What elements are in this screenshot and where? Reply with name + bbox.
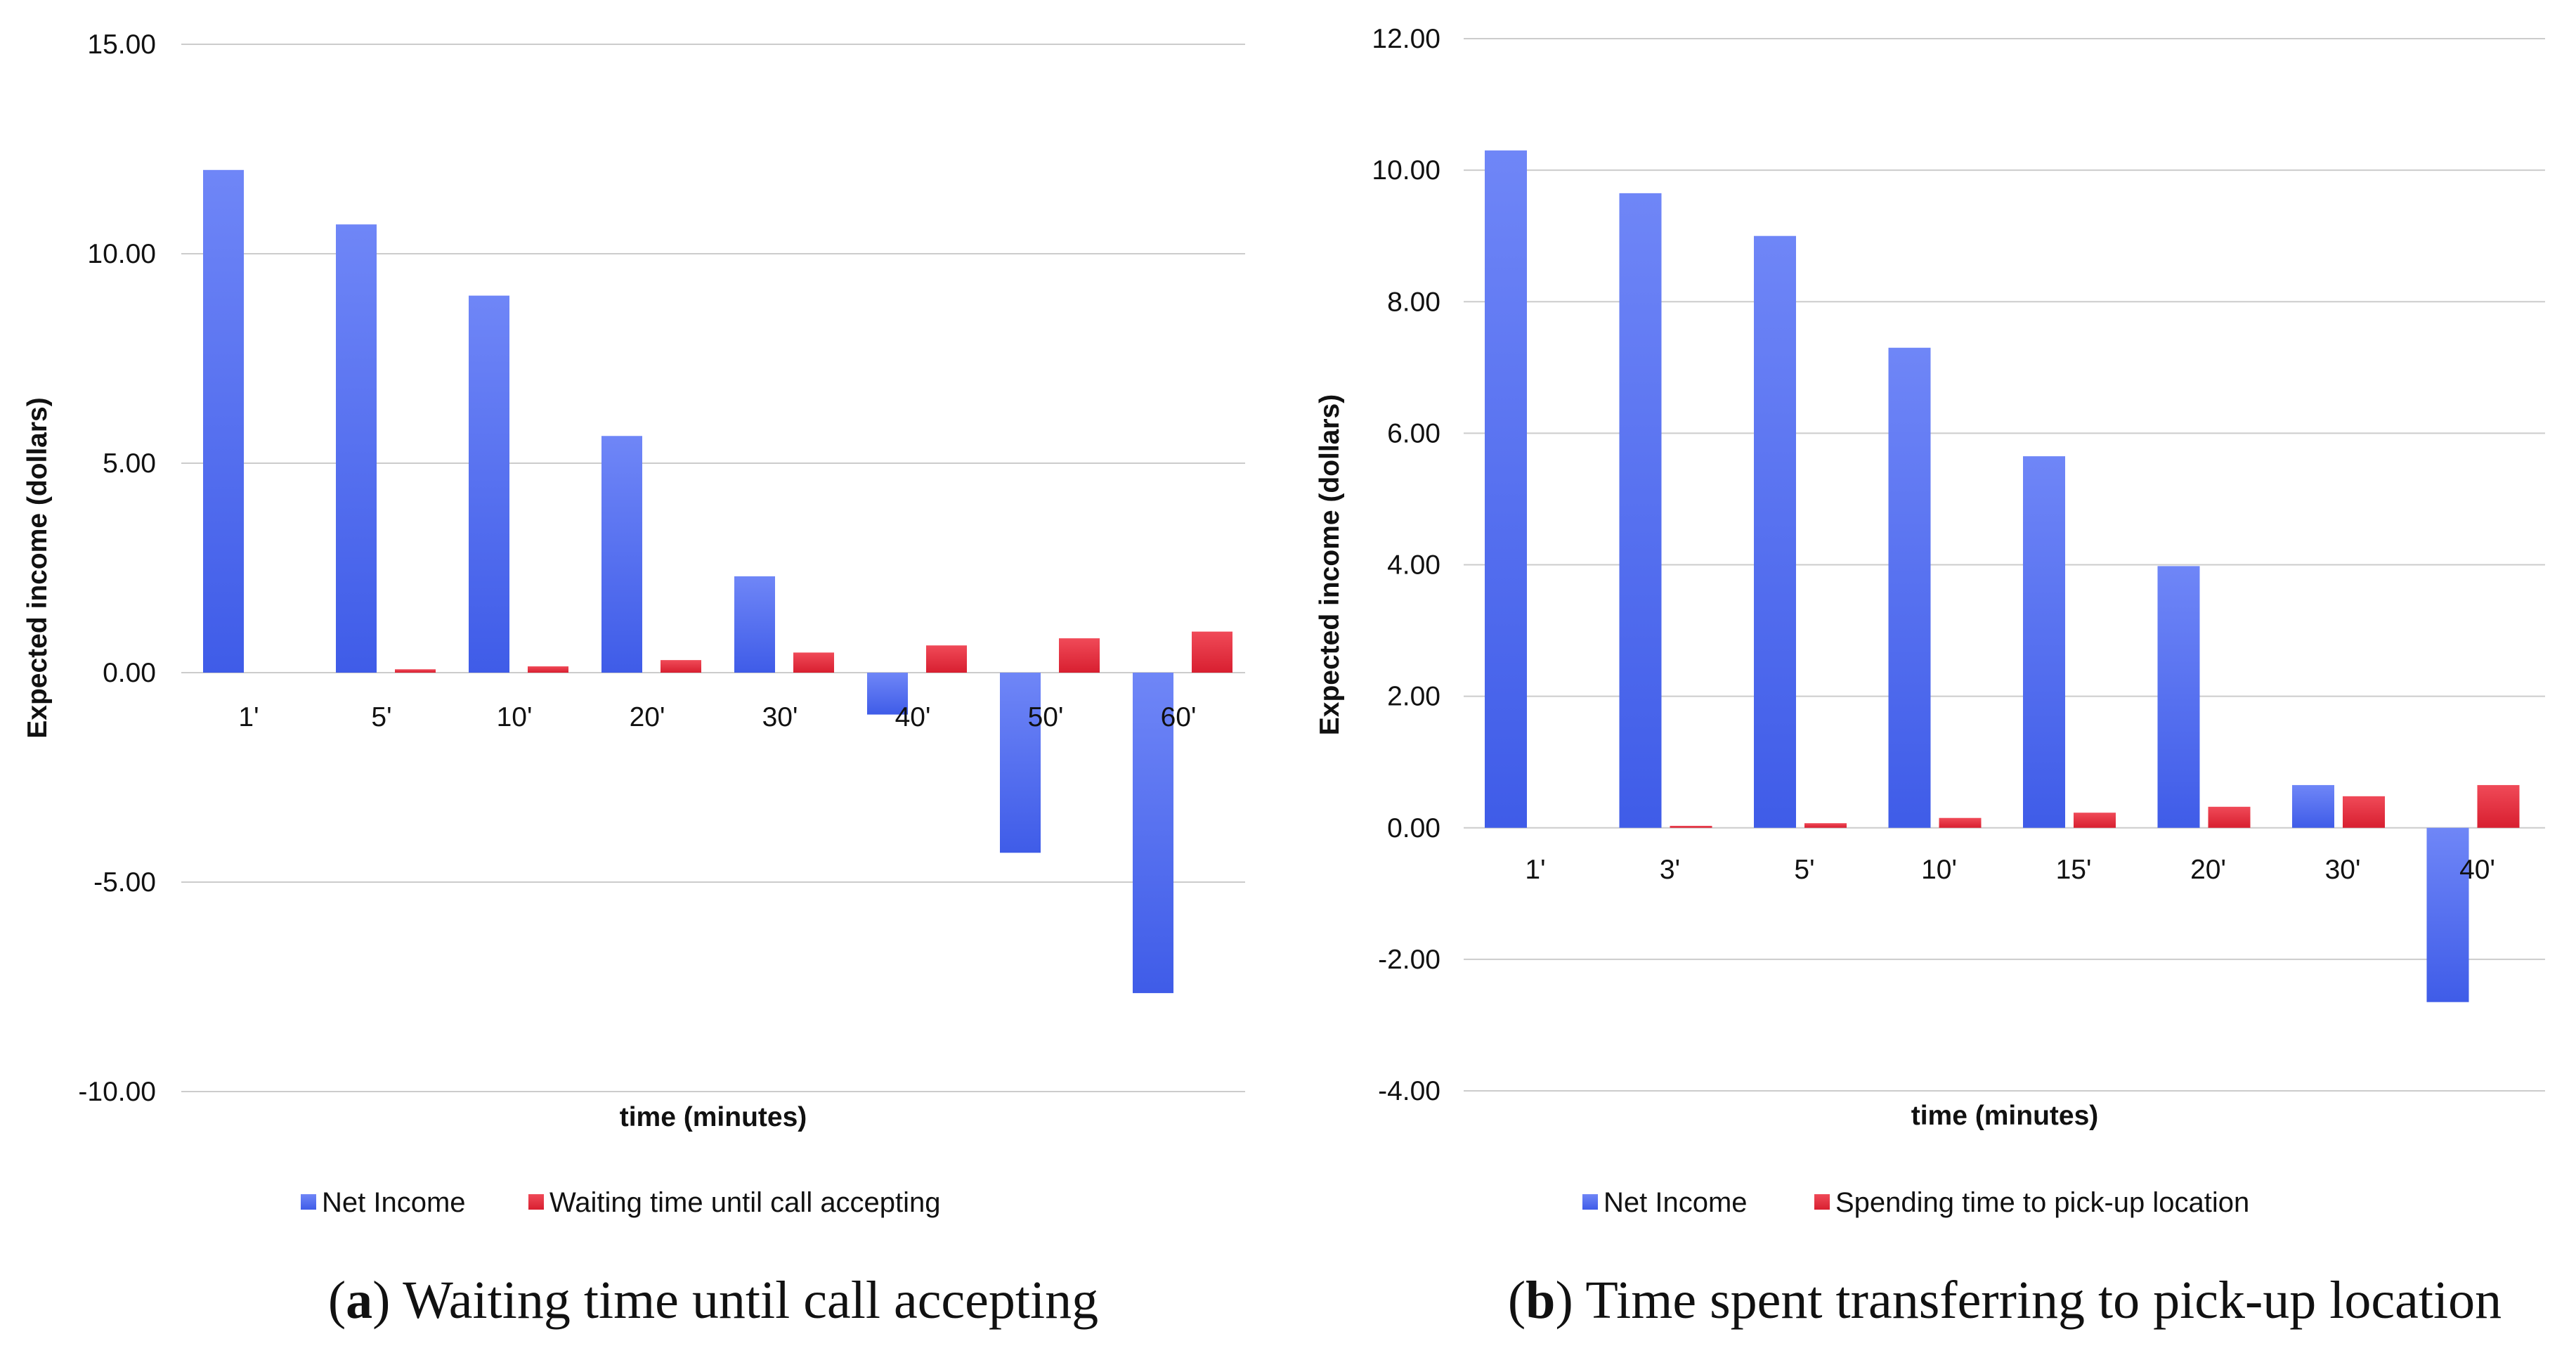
- caption-paren-close: ): [372, 1271, 390, 1330]
- bar-time-cost-7: [2477, 784, 2520, 828]
- x-category-label: 3': [1660, 855, 1680, 885]
- legend-swatch-time-cost: [1814, 1194, 1830, 1210]
- x-category-label: 30': [2325, 855, 2361, 885]
- legend-label: Net Income: [1604, 1187, 1748, 1218]
- bar-time-cost-5: [926, 645, 967, 673]
- legend-swatch-net-income: [301, 1194, 316, 1210]
- legend-swatch-net-income: [1582, 1194, 1598, 1210]
- y-tick-label: 15.00: [87, 30, 156, 60]
- bar-net-income-5: [2157, 566, 2200, 828]
- y-tick-label: 2.00: [1387, 682, 1440, 712]
- caption-letter: b: [1526, 1271, 1555, 1330]
- x-category-label: 60': [1161, 702, 1197, 732]
- bar-time-cost-1: [395, 669, 436, 673]
- chart-b: 12.00 10.00 8.00 6.00 4.00 2.00 0.00 -2.00 -4.00…: [1315, 24, 2545, 1330]
- y-tick-label: -10.00: [78, 1077, 156, 1107]
- bar-time-cost-2: [1804, 823, 1847, 828]
- bar-time-cost-4: [2074, 813, 2116, 828]
- bar-time-cost-4: [793, 652, 834, 673]
- x-category-label: 10': [1921, 855, 1957, 885]
- bar-net-income-0: [203, 169, 244, 673]
- bar-net-income-6: [1000, 673, 1041, 853]
- y-tick-label: 10.00: [1372, 155, 1440, 186]
- x-category-label: 10': [497, 702, 533, 732]
- x-category-label: 1': [1525, 855, 1545, 885]
- caption-paren-open: (: [1508, 1271, 1526, 1330]
- caption-letter: a: [346, 1271, 372, 1330]
- chart-a: 15.00 10.00 5.00 0.00 -5.00 -10.00 1' 5' 10' 20' 3…: [22, 30, 1245, 1330]
- caption-paren-close: ): [1555, 1271, 1573, 1330]
- bar-net-income-4: [2023, 456, 2065, 828]
- y-tick-label: -2.00: [1378, 945, 1440, 975]
- x-category-label: 20': [630, 702, 665, 732]
- legend: Net Income Spending time to pick-up locat…: [1582, 1187, 2249, 1218]
- bar-time-cost-6: [1059, 638, 1100, 673]
- caption-paren-open: (: [328, 1271, 346, 1330]
- bar-net-income-2: [469, 295, 509, 673]
- y-tick-label: 0.00: [1387, 813, 1440, 843]
- bar-net-income-1: [336, 224, 377, 673]
- y-tick-label: -4.00: [1378, 1076, 1440, 1106]
- bar-time-cost-6: [2343, 796, 2385, 828]
- bar-net-income-7: [2426, 827, 2469, 1002]
- x-category-label: 30': [762, 702, 798, 732]
- legend-swatch-time-cost: [528, 1194, 544, 1210]
- bar-net-income-5: [867, 673, 908, 715]
- y-tick-label: -5.00: [93, 867, 156, 898]
- legend: Net Income Waiting time until call accept…: [301, 1187, 941, 1218]
- x-category-label: 1': [238, 702, 259, 732]
- bar-time-cost-5: [2208, 806, 2251, 828]
- bar-net-income-3: [1888, 347, 1931, 828]
- y-tick-label: 6.00: [1387, 418, 1440, 448]
- bar-net-income-1: [1619, 193, 1662, 828]
- caption: (b) Time spent transferring to pick-up l…: [1508, 1271, 2502, 1330]
- legend-label: Waiting time until call accepting: [549, 1187, 941, 1218]
- y-tick-label: 12.00: [1372, 24, 1440, 54]
- y-axis-title: Expected income (dollars): [22, 397, 53, 738]
- x-category-label: 20': [2190, 855, 2226, 885]
- y-tick-label: 10.00: [87, 239, 156, 269]
- legend-label: Spending time to pick-up location: [1835, 1187, 2249, 1218]
- x-category-label: 5': [371, 702, 391, 732]
- x-axis-title: time (minutes): [620, 1102, 807, 1132]
- x-category-label: 15': [2056, 855, 2092, 885]
- bar-time-cost-7: [1192, 631, 1232, 673]
- bar-net-income-7: [1133, 673, 1173, 993]
- y-tick-label: 8.00: [1387, 287, 1440, 317]
- bar-time-cost-2: [528, 666, 568, 673]
- y-tick-label: 4.00: [1387, 550, 1440, 581]
- x-category-label: 40': [2459, 855, 2495, 885]
- x-axis-title: time (minutes): [1911, 1101, 2099, 1131]
- caption-body: Waiting time until call accepting: [390, 1271, 1098, 1330]
- y-axis-title: Expected income (dollars): [1315, 394, 1345, 735]
- bar-net-income-3: [601, 436, 642, 673]
- caption: (a) Waiting time until call accepting: [328, 1271, 1098, 1330]
- bar-time-cost-1: [1670, 825, 1712, 828]
- x-category-label: 5': [1794, 855, 1814, 885]
- x-category-label: 40': [895, 702, 931, 732]
- y-tick-label: 5.00: [103, 448, 156, 479]
- bar-net-income-4: [734, 576, 775, 673]
- bar-time-cost-3: [1939, 817, 1982, 828]
- x-category-label: 50': [1028, 702, 1064, 732]
- legend-label: Net Income: [322, 1187, 466, 1218]
- caption-body: Time spent transferring to pick-up locat…: [1573, 1271, 2502, 1330]
- bar-net-income-0: [1485, 150, 1527, 828]
- bar-time-cost-3: [661, 660, 701, 673]
- bar-net-income-6: [2292, 784, 2334, 828]
- bar-net-income-2: [1754, 235, 1796, 828]
- y-tick-label: 0.00: [103, 658, 156, 688]
